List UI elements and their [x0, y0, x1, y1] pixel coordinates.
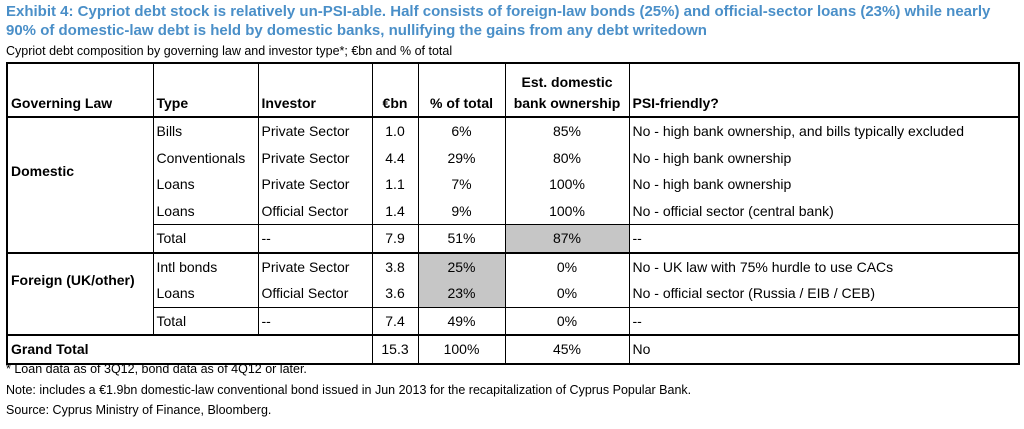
table-header: Est. domestic Governing Law Type Investo… — [6, 62, 1020, 118]
cell-bank-ownership: 0% — [504, 252, 629, 280]
header-bank-ownership-line-2: bank ownership — [504, 90, 629, 118]
cell-pct-total: 6% — [417, 117, 505, 145]
cell-ebn: 4.4 — [371, 144, 418, 171]
header-investor: Investor — [257, 90, 372, 118]
cell-bank-ownership: 85% — [504, 117, 629, 145]
header-pct-total: % of total — [417, 90, 505, 118]
table-row: Loans Official Sector 1.4 9% 100% No - o… — [7, 197, 1020, 225]
cell-pct-total: 49% — [417, 306, 505, 336]
cell-type: Intl bonds — [152, 252, 258, 280]
cell-psi-friendly: -- — [628, 224, 1020, 254]
cell-type: Loans — [152, 171, 258, 198]
cell-psi-friendly: No - official sector (central bank) — [628, 197, 1020, 225]
grand-total-row: Grand Total 15.3 100% 45% No — [6, 335, 1020, 365]
cell-bank-ownership: 80% — [504, 144, 629, 171]
cell-pct-total: 9% — [417, 197, 505, 225]
cell-investor: Private Sector — [257, 144, 372, 171]
footnote-note: Note: includes a €1.9bn domestic-law con… — [6, 383, 692, 397]
cell-investor: Official Sector — [257, 280, 372, 307]
cell-ebn: 15.3 — [371, 335, 418, 365]
cell-ebn: 7.4 — [371, 306, 418, 336]
cell-bank-ownership: 0% — [504, 306, 629, 336]
exhibit-title: Exhibit 4: Cypriot debt stock is relativ… — [6, 2, 1020, 40]
cell-type: Loans — [152, 280, 258, 307]
cell-psi-friendly: -- — [628, 306, 1020, 336]
cell-investor: Private Sector — [257, 252, 372, 280]
table-row: Loans Private Sector 1.1 7% 100% No - hi… — [7, 171, 1020, 198]
cell-psi-friendly: No - high bank ownership, and bills typi… — [628, 117, 1020, 145]
cell-ebn: 3.6 — [371, 280, 418, 307]
cell-ebn: 1.0 — [371, 117, 418, 145]
cell-investor: -- — [257, 224, 372, 254]
cell-pct-total: 7% — [417, 171, 505, 198]
foreign-group-label: Foreign (UK/other) — [6, 252, 153, 307]
domestic-total-row: Total -- 7.9 51% 87% -- — [6, 224, 1020, 254]
header-type: Type — [152, 90, 258, 118]
cell-investor: Private Sector — [257, 171, 372, 198]
cell-type: Total — [152, 306, 258, 336]
grand-total-label: Grand Total — [6, 335, 372, 365]
cell-pct-total-highlight: 23% — [417, 280, 505, 307]
cell-pct-total: 51% — [417, 224, 505, 254]
debt-composition-table: Est. domestic Governing Law Type Investo… — [6, 62, 1020, 365]
header-ebn: €bn — [371, 90, 418, 118]
footnote-loan-data: * Loan data as of 3Q12, bond data as of … — [6, 362, 307, 376]
header-spacer — [6, 62, 153, 90]
cell-psi-friendly: No - high bank ownership — [628, 171, 1020, 198]
cell-bank-ownership: 100% — [504, 197, 629, 225]
table-row: Loans Official Sector 3.6 23% 0% No - of… — [7, 280, 1020, 307]
cell-investor: Official Sector — [257, 197, 372, 225]
cell-bank-ownership-highlight: 87% — [504, 224, 629, 254]
cell-psi-friendly: No - UK law with 75% hurdle to use CACs — [628, 252, 1020, 280]
footnote-source: Source: Cyprus Ministry of Finance, Bloo… — [6, 403, 272, 417]
cell-type: Bills — [152, 117, 258, 145]
cell-ebn: 7.9 — [371, 224, 418, 254]
cell-psi-friendly: No — [628, 335, 1020, 365]
cell-pct-total: 100% — [417, 335, 505, 365]
exhibit-title-line-2: 90% of domestic-law debt is held by dome… — [6, 22, 707, 39]
cell-type: Loans — [152, 197, 258, 225]
cell-type: Conventionals — [152, 144, 258, 171]
header-governing-law: Governing Law — [6, 90, 153, 118]
foreign-total-row: Total -- 7.4 49% 0% -- — [6, 306, 1020, 336]
cell-investor: -- — [257, 306, 372, 336]
cell-ebn: 1.4 — [371, 197, 418, 225]
table-subtitle: Cypriot debt composition by governing la… — [6, 44, 453, 58]
table-row: Conventionals Private Sector 4.4 29% 80%… — [7, 144, 1020, 171]
cell-investor: Private Sector — [257, 117, 372, 145]
cell-bank-ownership: 100% — [504, 171, 629, 198]
cell-pct-total: 29% — [417, 144, 505, 171]
exhibit-title-line-1: Exhibit 4: Cypriot debt stock is relativ… — [6, 3, 991, 20]
cell-ebn: 3.8 — [371, 252, 418, 280]
domestic-group-label: Domestic — [6, 117, 153, 225]
cell-pct-total-highlight: 25% — [417, 252, 505, 280]
table-row: Foreign (UK/other) Intl bonds Private Se… — [6, 252, 1020, 307]
cell-psi-friendly: No - high bank ownership — [628, 144, 1020, 171]
header-psi-friendly: PSI-friendly? — [628, 90, 1020, 118]
cell-type: Total — [152, 224, 258, 254]
cell-bank-ownership: 45% — [504, 335, 629, 365]
cell-ebn: 1.1 — [371, 171, 418, 198]
cell-bank-ownership: 0% — [504, 280, 629, 307]
table-row: Domestic Bills Private Sector 1.0 6% 85%… — [6, 117, 1020, 225]
cell-psi-friendly: No - official sector (Russia / EIB / CEB… — [628, 280, 1020, 307]
header-bank-ownership-line-1: Est. domestic — [504, 62, 629, 90]
